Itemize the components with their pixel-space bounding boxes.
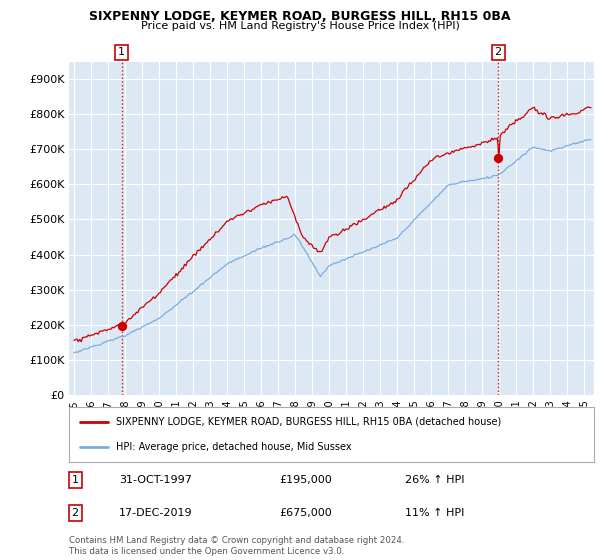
Point	[116, 322, 127, 331]
Text: £195,000: £195,000	[279, 475, 332, 485]
Text: £675,000: £675,000	[279, 508, 332, 518]
Text: 11% ↑ HPI: 11% ↑ HPI	[405, 508, 464, 518]
Text: 26% ↑ HPI: 26% ↑ HPI	[405, 475, 464, 485]
Text: 1: 1	[71, 475, 79, 485]
Text: Price paid vs. HM Land Registry's House Price Index (HPI): Price paid vs. HM Land Registry's House …	[140, 21, 460, 31]
Text: 2: 2	[71, 508, 79, 518]
Text: SIXPENNY LODGE, KEYMER ROAD, BURGESS HILL, RH15 0BA: SIXPENNY LODGE, KEYMER ROAD, BURGESS HIL…	[89, 10, 511, 23]
Text: 17-DEC-2019: 17-DEC-2019	[119, 508, 193, 518]
Point	[493, 153, 503, 162]
Text: 1: 1	[118, 48, 125, 58]
Text: HPI: Average price, detached house, Mid Sussex: HPI: Average price, detached house, Mid …	[116, 442, 352, 452]
Text: SIXPENNY LODGE, KEYMER ROAD, BURGESS HILL, RH15 0BA (detached house): SIXPENNY LODGE, KEYMER ROAD, BURGESS HIL…	[116, 417, 502, 427]
Text: 31-OCT-1997: 31-OCT-1997	[119, 475, 192, 485]
Text: 2: 2	[494, 48, 502, 58]
Text: Contains HM Land Registry data © Crown copyright and database right 2024.
This d: Contains HM Land Registry data © Crown c…	[69, 536, 404, 556]
